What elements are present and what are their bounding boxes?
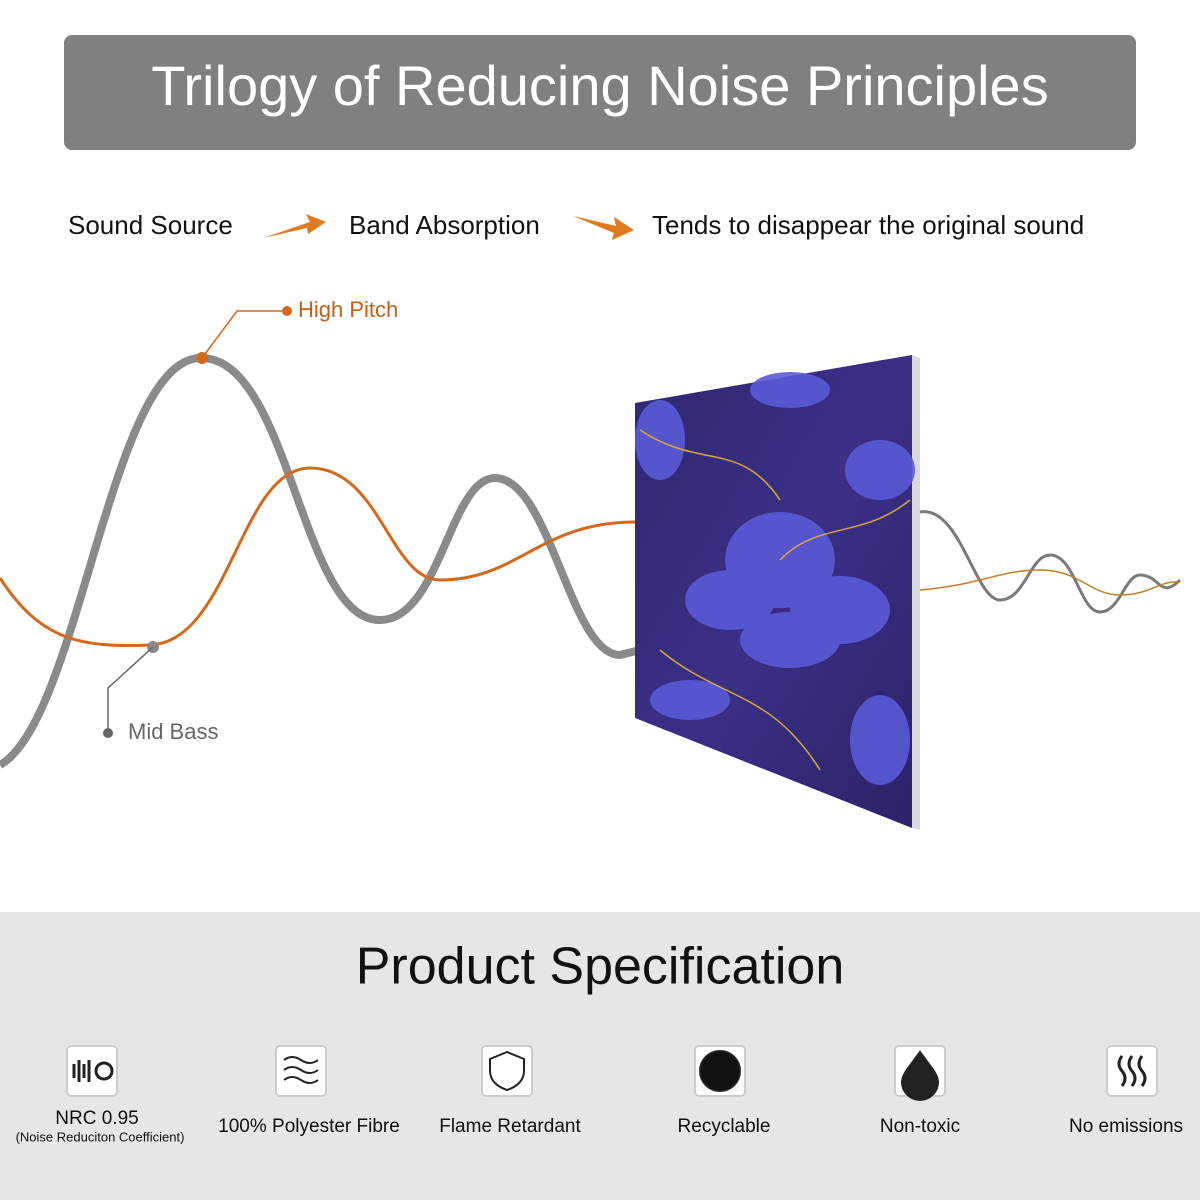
flow-step: Tends to disappear the original sound	[652, 210, 1084, 240]
feature-label: Flame Retardant	[439, 1116, 581, 1137]
leader	[107, 646, 154, 733]
mid-bass-wave	[0, 353, 641, 769]
feature-label: 100% Polyester Fibre	[218, 1116, 400, 1137]
arrow	[573, 216, 634, 240]
marker	[282, 306, 292, 316]
arrow	[263, 214, 326, 238]
spec-title: Product Specification	[356, 938, 845, 996]
marker	[103, 728, 113, 738]
feature-label: Recyclable	[678, 1116, 771, 1137]
feature-label: Non-toxic	[880, 1116, 960, 1137]
flow-step: Band Absorption	[349, 210, 540, 240]
spec-section	[0, 912, 1200, 1200]
leader	[201, 310, 287, 359]
panel-edge	[912, 355, 920, 830]
feature-icons	[66, 1045, 1158, 1101]
feature-label: No emissions	[1069, 1116, 1183, 1137]
wave-label: High Pitch	[298, 297, 398, 322]
wave-label: Mid Bass	[128, 719, 218, 744]
gold-lines	[639, 429, 911, 771]
header-title: Trilogy of Reducing Noise Principles	[151, 54, 1048, 117]
feature-note: (Noise Reduciton Coefficient)	[16, 1129, 185, 1144]
reduced-wave	[919, 569, 1181, 596]
high-pitch-wave	[0, 466, 641, 647]
reduced-wave	[919, 510, 1182, 614]
flow-step: Sound Source	[68, 210, 233, 240]
feature-label: NRC 0.95	[55, 1108, 138, 1129]
header-bar	[64, 35, 1136, 150]
